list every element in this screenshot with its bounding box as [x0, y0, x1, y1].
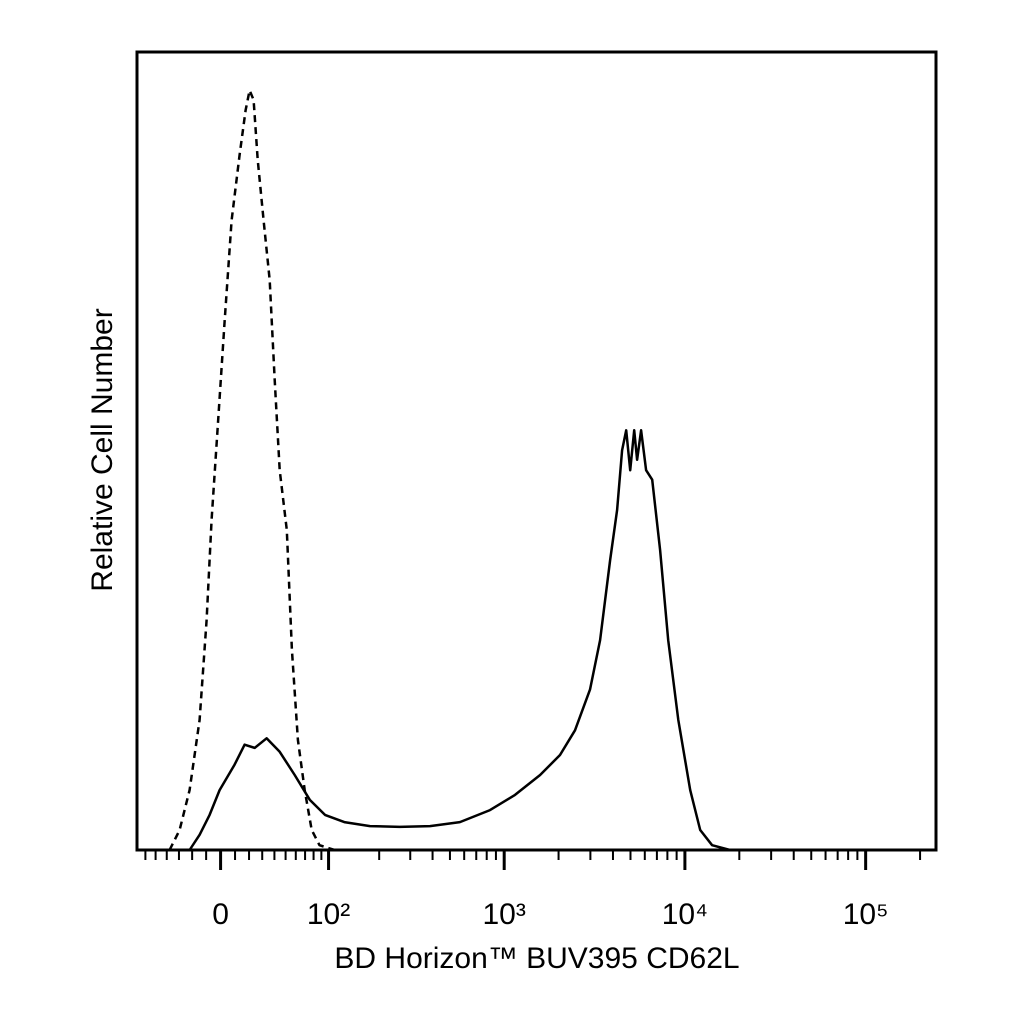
- x-tick-label: 10⁴: [662, 898, 708, 931]
- plot-frame: [135, 50, 938, 852]
- x-tick-label: 10⁵: [843, 898, 889, 931]
- x-tick-label: 10²: [307, 898, 350, 931]
- y-axis-label: Relative Cell Number: [86, 308, 119, 591]
- x-axis-label: BD Horizon™ BUV395 CD62L: [334, 942, 739, 975]
- histogram-line: [168, 89, 335, 852]
- histogram-line: [188, 429, 731, 852]
- x-tick-label: 10³: [483, 898, 526, 931]
- x-tick-label: 0: [212, 898, 229, 931]
